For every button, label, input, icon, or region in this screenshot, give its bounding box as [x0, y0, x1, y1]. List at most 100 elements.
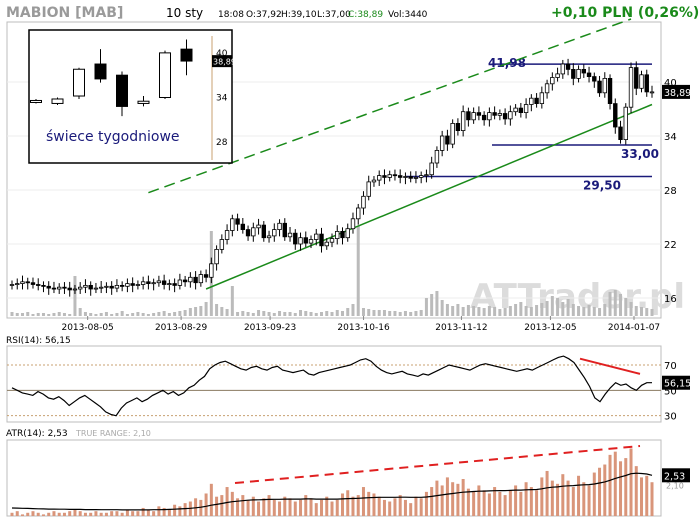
volume-bar [377, 310, 381, 316]
atr-true-range-bar [99, 512, 103, 516]
volume-bar [472, 306, 476, 316]
volume-bar [393, 311, 397, 316]
volume-bar [613, 290, 617, 316]
price-candle-up [198, 274, 204, 284]
volume-bar [367, 309, 371, 316]
price-candle-down [392, 174, 398, 177]
price-candle-up [649, 91, 655, 94]
atr-true-range-bar [550, 480, 554, 516]
price-candle-up [314, 233, 319, 240]
price-candle-up [513, 107, 518, 113]
inset-candle-up [159, 52, 171, 98]
volume-bar [73, 276, 77, 316]
volume-bar [251, 313, 255, 316]
trendline-support [205, 103, 653, 290]
atr-true-range-bar [624, 458, 628, 516]
atr-true-range-bar [493, 487, 497, 516]
atr-true-range-bar [466, 488, 470, 516]
atr-true-range-bar [230, 491, 234, 516]
price-candle-up [20, 281, 25, 284]
volume-bar [167, 313, 171, 316]
atr-true-range-bar [246, 499, 250, 516]
level-label: 29,50 [583, 179, 621, 193]
price-candle-down [245, 229, 251, 237]
volume-bar [136, 312, 140, 316]
atr-true-range-bar [157, 506, 161, 516]
interval-label: 10 sty [166, 6, 203, 20]
atr-true-range-bar [545, 470, 549, 516]
price-candle-down [492, 112, 497, 116]
level-label: 33,00 [621, 147, 659, 161]
price-candle-up [214, 248, 219, 265]
volume-bar [561, 302, 565, 316]
volume-bar [550, 296, 554, 316]
atr-true-range-bar [89, 512, 93, 516]
close-label: C:38,89 [348, 10, 383, 20]
price-tick-label: 34 [664, 132, 677, 143]
atr-true-range-bar [608, 454, 612, 516]
atr-true-range-bar [293, 501, 297, 516]
atr-true-range-bar [178, 506, 182, 516]
atr-true-range-bar [309, 498, 313, 516]
atr-true-range-bar [78, 511, 82, 516]
price-candle-up [471, 112, 476, 121]
price-candle-up [256, 224, 261, 229]
atr-line [11, 472, 653, 511]
volume-bar [346, 308, 350, 316]
volume-bar [598, 308, 602, 316]
price-candle-up [72, 288, 78, 291]
volume-bar [267, 312, 271, 316]
atr-true-range-bar [167, 509, 171, 516]
volume-bar [451, 306, 455, 316]
atr-true-range-bar [351, 496, 355, 516]
volume-bar [587, 305, 591, 316]
volume-bar [645, 308, 649, 316]
price-candle-up [460, 111, 466, 131]
atr-true-range-bar [335, 499, 339, 516]
price-candle-up [151, 282, 156, 285]
volume-bar [356, 226, 360, 316]
rsi-line [11, 355, 652, 417]
atr-subtitle: TRUE RANGE: 2,10 [75, 429, 151, 438]
price-candle-up [298, 237, 303, 245]
low-label: L:37,00 [317, 10, 351, 20]
volume-bar [629, 302, 633, 316]
time-label: 18:08 [218, 10, 244, 20]
atr-title: ATR(14): 2,53 [6, 429, 68, 439]
price-candle-up [57, 286, 62, 290]
inset-tick-label: 40 [216, 49, 228, 59]
volume-bar [78, 308, 82, 316]
price-candle-down [644, 74, 649, 93]
atr-true-range-bar [262, 498, 266, 516]
volume-bar [26, 312, 30, 316]
atr-true-range-bar [388, 501, 392, 516]
price-candle-up [219, 239, 225, 250]
atr-true-range-bar [419, 498, 423, 516]
volume-bar [257, 310, 261, 316]
price-candle-up [418, 175, 424, 178]
price-candle-up [424, 174, 429, 177]
volume-bar [183, 310, 187, 316]
atr-true-range-bar [194, 498, 198, 516]
atr-true-range-bar [514, 485, 518, 516]
volume-bar [57, 312, 61, 316]
atr-true-range-bar [209, 483, 213, 516]
price-candle-down [534, 97, 539, 104]
weekly-inset [28, 29, 233, 164]
atr-true-range-bar [62, 512, 66, 516]
atr-true-range-bar [445, 477, 449, 516]
atr-true-range-bar [571, 487, 575, 516]
volume-bar [487, 306, 491, 316]
inset-candle-up [51, 98, 64, 104]
volume-bar [619, 294, 623, 316]
price-candle-up [188, 276, 193, 283]
atr-true-range-bar [83, 512, 87, 516]
price-candle-up [77, 286, 83, 290]
atr-true-range-bar [204, 493, 208, 516]
atr-true-range-bar [31, 511, 35, 516]
volume-bar [640, 307, 644, 316]
atr-true-range-bar [20, 514, 24, 516]
price-candle-down [67, 287, 72, 291]
atr-true-range-bar [508, 490, 512, 516]
atr-true-range-bar [519, 491, 523, 516]
